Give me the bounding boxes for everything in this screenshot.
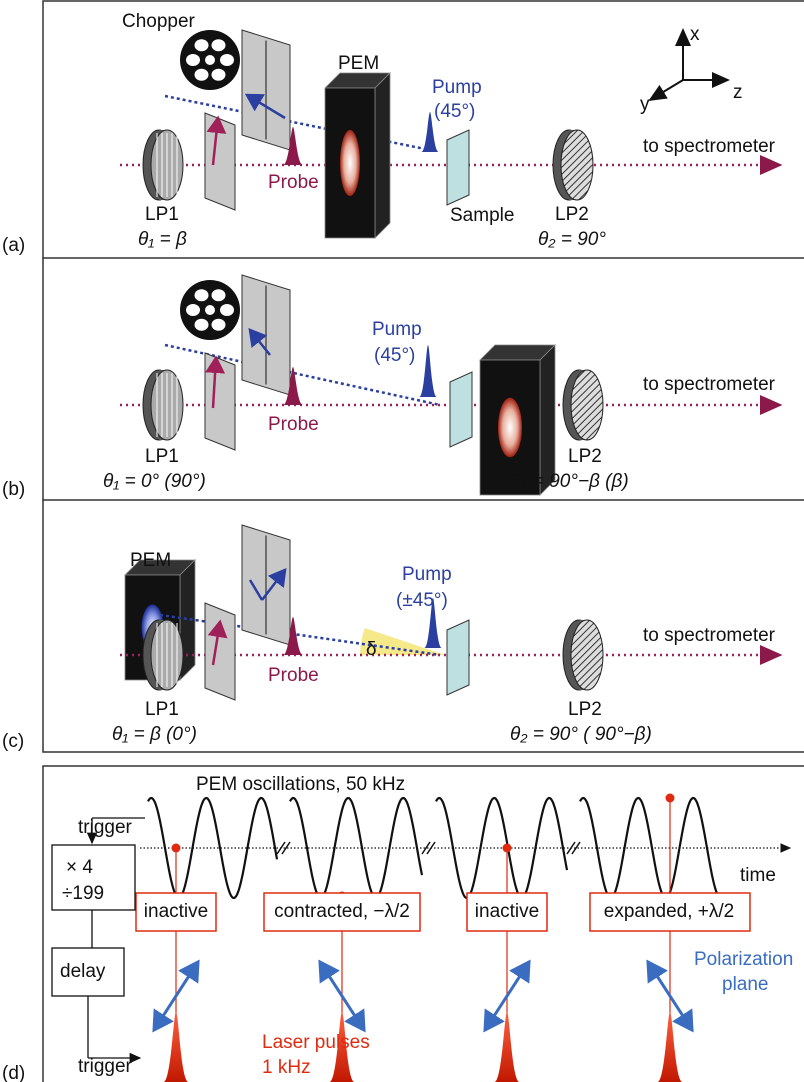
sample (447, 130, 469, 205)
pem-oscillation (290, 798, 422, 898)
label: time (740, 865, 776, 886)
chopper-slot (212, 289, 226, 301)
chopper-slot (220, 54, 234, 66)
chopper-slot (195, 69, 209, 81)
label: trigger (78, 1056, 133, 1077)
label: Laser pulses (262, 1032, 370, 1053)
state-label: inactive (475, 901, 539, 922)
pulse (419, 345, 437, 397)
pem-oscillation (148, 798, 277, 898)
line (160, 615, 440, 655)
pulse (164, 1012, 189, 1082)
chopper-hub (205, 305, 215, 315)
sample (450, 372, 472, 447)
chopper-slot (212, 69, 226, 81)
pem-oscillation (580, 798, 720, 898)
label: θ₂ = 90° (538, 229, 606, 250)
label: LP2 (568, 699, 602, 720)
label: δ (366, 639, 377, 660)
label: LP1 (145, 446, 179, 467)
chopper-slot (212, 39, 226, 51)
label: Chopper (122, 11, 196, 32)
waveplate (205, 113, 235, 210)
label: PEM oscillations, 50 kHz (196, 774, 405, 795)
label: Polarization (694, 949, 793, 970)
label: 1 kHz (262, 1057, 311, 1078)
polarizer (571, 370, 603, 440)
chopper-hub (205, 55, 215, 65)
label: (±45°) (396, 590, 448, 611)
waveplate (205, 603, 235, 700)
label: Pump (402, 564, 452, 585)
pulse (658, 1012, 683, 1082)
chopper-slot (195, 319, 209, 331)
label: Probe (268, 665, 319, 686)
label: PEM (338, 53, 379, 74)
panel-label: (a) (2, 235, 25, 256)
panel-label: (d) (2, 1063, 25, 1082)
label: to spectrometer (643, 374, 776, 395)
label: LP2 (555, 204, 589, 225)
label: θ₂ = 90°−β (β) (510, 471, 629, 492)
label: Pump (372, 319, 422, 340)
label: × 4 (66, 857, 93, 878)
state-label: contracted, −λ/2 (274, 901, 410, 922)
setup-diagram: (a) (b) (c) (d) Chopper PEM Pump (45°) Probe Samp… (0, 0, 804, 1082)
chopper-slot (186, 304, 200, 316)
pem-crystal (498, 398, 522, 457)
chopper-slot (195, 39, 209, 51)
marker-dot (172, 844, 181, 853)
label: θ₁ = β (138, 229, 187, 250)
label: θ₁ = β (0°) (112, 724, 197, 745)
chopper-slot (186, 54, 200, 66)
marker-dot (666, 794, 675, 803)
marker-dot (503, 844, 512, 853)
polarizer (571, 620, 603, 690)
label: Probe (268, 172, 319, 193)
label: LP1 (145, 699, 179, 720)
label: Sample (450, 205, 514, 226)
polarizer (561, 130, 593, 200)
label: LP2 (568, 446, 602, 467)
label: trigger (78, 817, 133, 838)
axis-label: y (640, 94, 650, 115)
pulse (495, 1012, 520, 1082)
label: Pump (432, 77, 482, 98)
pem-side (375, 73, 390, 238)
chopper-slot (212, 319, 226, 331)
label: θ₁ = 0° (90°) (103, 471, 206, 492)
panel-label: (b) (2, 479, 25, 500)
label: (45°) (374, 345, 415, 366)
state-label: inactive (144, 901, 208, 922)
label: Probe (268, 414, 319, 435)
state-label: expanded, +λ/2 (604, 901, 734, 922)
label: to spectrometer (643, 625, 776, 646)
panel-label: (c) (2, 731, 24, 752)
label: PEM (130, 550, 171, 571)
label: ÷199 (62, 883, 104, 904)
axis-label: x (690, 24, 700, 45)
chopper-slot (195, 289, 209, 301)
label: θ₂ = 90° ( 90°−β) (510, 724, 652, 745)
line (650, 80, 683, 100)
label: delay (60, 961, 106, 982)
pem-crystal (340, 130, 360, 196)
label: to spectrometer (643, 136, 776, 157)
label: LP1 (145, 204, 179, 225)
chopper-slot (220, 304, 234, 316)
label: (45°) (434, 101, 475, 122)
sample (447, 620, 469, 695)
axis-label: z (733, 82, 743, 103)
label: plane (722, 974, 769, 995)
waveplate (205, 353, 235, 450)
